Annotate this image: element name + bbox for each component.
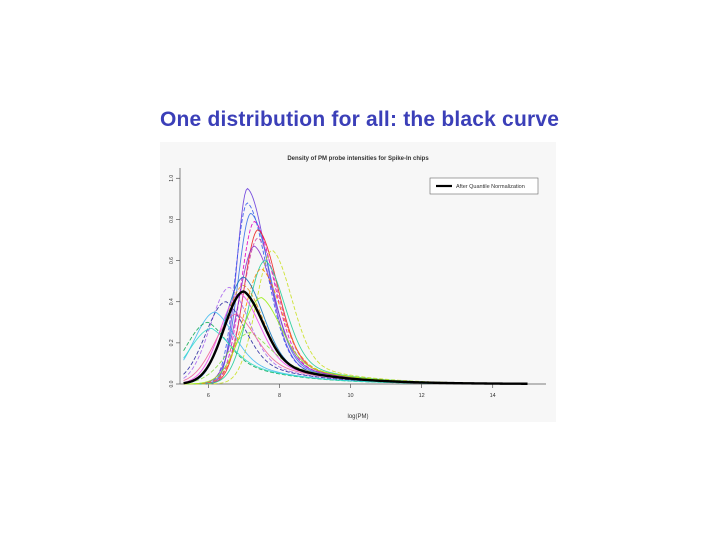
density-chart-svg: Density of PM probe intensities for Spik… bbox=[160, 142, 556, 422]
x-axis-label: log(PM) bbox=[347, 414, 368, 420]
y-tick-label: 0.2 bbox=[169, 339, 175, 346]
legend-label: After Quantile Normalization bbox=[456, 184, 525, 190]
y-tick-label: 0.0 bbox=[169, 380, 175, 387]
density-chart: Density of PM probe intensities for Spik… bbox=[160, 142, 556, 422]
y-tick-label: 0.8 bbox=[169, 216, 175, 223]
legend-box bbox=[429, 177, 539, 195]
density-curve bbox=[183, 301, 528, 385]
x-tick-label: 8 bbox=[278, 393, 281, 399]
slide-title: One distribution for all: the black curv… bbox=[160, 108, 560, 131]
y-tick-label: 0.6 bbox=[169, 257, 175, 264]
plot-area: 6 8 10 12 14 0.0 0.2 0.4 0.6 0.8 1.0 After Quantile… bbox=[169, 168, 546, 399]
chart-title: Density of PM probe intensities for Spik… bbox=[287, 156, 429, 162]
x-tick-label: 10 bbox=[348, 393, 354, 399]
y-tick-label: 1.0 bbox=[169, 175, 175, 182]
x-tick-label: 14 bbox=[490, 393, 496, 399]
y-tick-label: 0.4 bbox=[169, 298, 175, 305]
density-curve-quantile-normalized bbox=[183, 290, 528, 385]
x-tick-label: 6 bbox=[207, 393, 210, 399]
density-curve bbox=[183, 220, 528, 385]
x-tick-label: 12 bbox=[419, 393, 425, 399]
